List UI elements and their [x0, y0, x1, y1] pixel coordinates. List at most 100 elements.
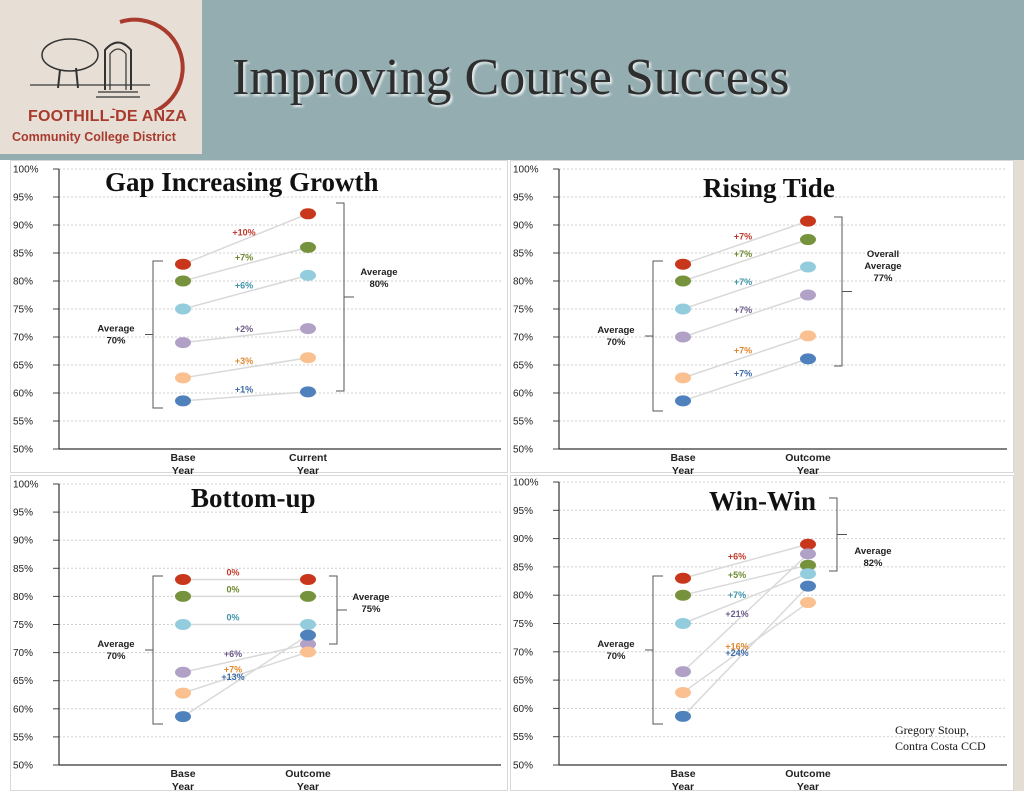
change-label: +7%	[235, 253, 253, 263]
data-point-lavender	[675, 331, 691, 343]
y-tick-label: 90%	[513, 534, 533, 545]
x-category-label: Outcome Year	[285, 768, 331, 792]
data-point-olive	[300, 241, 316, 253]
y-tick-label: 80%	[13, 277, 33, 288]
data-point-lightblue	[300, 619, 316, 630]
left-annotation-line1: Average	[97, 639, 134, 650]
data-point-olive	[175, 275, 191, 287]
left-annotation-line2: 70%	[606, 651, 626, 662]
chart-title: Rising Tide	[703, 173, 835, 203]
y-tick-label: 50%	[13, 761, 33, 772]
data-point-red	[800, 215, 816, 227]
data-point-red	[300, 208, 316, 220]
data-point-red	[175, 574, 191, 586]
change-label: +16%	[725, 642, 748, 652]
data-point-olive	[675, 589, 691, 601]
series-connector	[182, 651, 309, 694]
data-point-red	[300, 574, 316, 586]
change-label: +1%	[235, 384, 253, 394]
x-category-label: Outcome Year	[785, 768, 831, 792]
data-point-red	[675, 258, 691, 270]
series-connector	[682, 266, 809, 310]
change-label: +7%	[734, 277, 752, 287]
data-point-lavender	[675, 666, 691, 678]
y-tick-label: 55%	[13, 417, 33, 428]
district-logo: FOOTHILL-DE ANZA Community College Distr…	[0, 0, 202, 154]
chart-win-win: 100% 95% 90% 85% 80% 75% 70% 65% 60% 55% 50% Base Ye…	[513, 478, 1007, 792]
series-connector	[182, 327, 309, 344]
chart-title: Win-Win	[709, 486, 817, 516]
change-label: +7%	[734, 346, 752, 356]
series-connector	[182, 634, 309, 718]
right-annotation-line3: 77%	[873, 273, 893, 284]
x-category-label: Base Year	[670, 452, 695, 474]
left-annotation-line1: Average	[597, 325, 634, 336]
right-annotation-line2: 75%	[361, 604, 381, 615]
change-label: +5%	[728, 570, 746, 580]
data-point-lightblue	[675, 618, 691, 629]
data-point-blue	[300, 629, 316, 641]
y-tick-label: 70%	[13, 333, 33, 344]
chart-gap-increasing-growth: 100% 95% 90% 85% 80% 75% 70% 65% 60% 55% 50% Base Ye…	[13, 165, 501, 474]
y-tick-label: 60%	[513, 389, 533, 400]
y-tick-label: 60%	[13, 389, 33, 400]
data-point-peach	[675, 687, 691, 699]
data-point-red	[675, 572, 691, 584]
change-label: +3%	[235, 356, 253, 366]
data-point-blue	[675, 710, 691, 722]
y-tick-label: 95%	[13, 193, 33, 204]
change-label: +7%	[734, 249, 752, 259]
y-tick-label: 70%	[13, 648, 33, 659]
data-point-lavender	[175, 337, 191, 349]
change-label: +2%	[235, 324, 253, 334]
series-connector	[682, 543, 809, 579]
data-point-lavender	[800, 548, 816, 560]
series-connector	[682, 220, 809, 265]
change-label: +7%	[728, 590, 746, 600]
data-point-lightblue	[300, 269, 316, 281]
x-category-label: Base Year	[670, 768, 695, 792]
y-tick-label: 75%	[513, 619, 533, 630]
series-connector	[682, 572, 809, 625]
y-tick-label: 65%	[513, 676, 533, 687]
y-tick-label: 65%	[513, 361, 533, 372]
data-point-blue	[175, 395, 191, 407]
data-point-lightblue	[675, 303, 691, 315]
series-connector	[682, 585, 809, 717]
y-tick-label: 95%	[513, 193, 533, 204]
change-label: 0%	[226, 568, 239, 578]
change-label: +10%	[232, 228, 255, 238]
y-tick-label: 50%	[13, 445, 33, 456]
change-label: 0%	[226, 584, 239, 594]
data-point-peach	[175, 372, 191, 384]
series-connector	[682, 564, 809, 596]
change-label: +6%	[235, 281, 253, 291]
right-annotation-line1: Overall	[867, 249, 899, 260]
y-tick-label: 85%	[513, 562, 533, 573]
y-tick-label: 90%	[513, 221, 533, 232]
chart-panel-win-win: 100% 95% 90% 85% 80% 75% 70% 65% 60% 55% 50% Base Ye…	[510, 475, 1014, 792]
x-category-label: Current Year	[289, 452, 327, 474]
right-annotation-line1: Average	[352, 592, 389, 603]
source-credit: Gregory Stoup, Contra Costa CCD	[895, 722, 986, 754]
y-tick-label: 55%	[13, 732, 33, 743]
change-label: 0%	[226, 613, 239, 623]
data-point-blue	[300, 386, 316, 398]
chart-panel-gap-increasing-growth: 100% 95% 90% 85% 80% 75% 70% 65% 60% 55% 50% Base Ye…	[10, 160, 508, 474]
y-tick-label: 50%	[513, 445, 533, 456]
series-connector	[182, 274, 309, 310]
data-point-olive	[675, 275, 691, 287]
data-point-lightblue	[175, 303, 191, 315]
data-point-blue	[800, 580, 816, 592]
y-tick-label: 50%	[513, 761, 533, 772]
x-category-label: Base Year	[170, 452, 195, 474]
credit-line-1: Gregory Stoup,	[895, 723, 969, 737]
left-bracket	[645, 260, 663, 412]
data-point-lavender	[800, 289, 816, 301]
data-point-lavender	[300, 323, 316, 335]
series-connector	[682, 238, 809, 282]
right-bracket	[336, 202, 354, 392]
data-point-peach	[675, 372, 691, 384]
series-connector	[182, 356, 309, 379]
chart-title: Gap Increasing Growth	[105, 167, 379, 197]
